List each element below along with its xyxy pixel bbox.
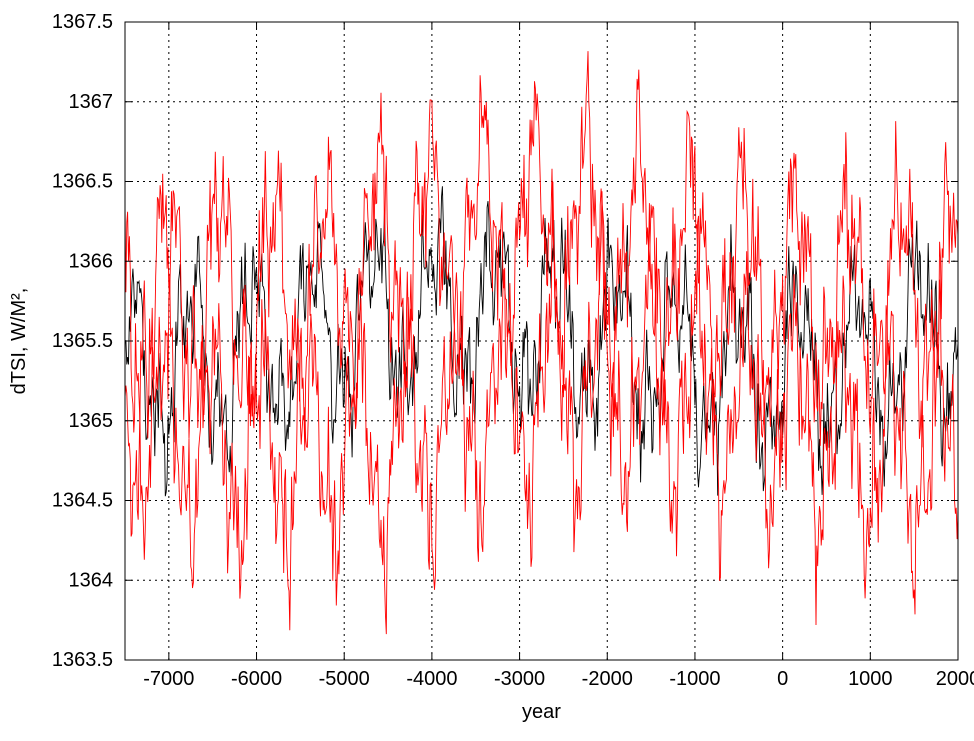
x-tick-label: 2000 bbox=[936, 668, 974, 690]
x-tick-label: -6000 bbox=[231, 668, 282, 690]
y-tick-label: 1366 bbox=[69, 250, 114, 272]
x-tick-label: -7000 bbox=[143, 668, 194, 690]
chart-svg: -7000 -6000 -5000 -4000 -3000 -2000 -1000 0 1000… bbox=[0, 0, 974, 741]
y-tick-label: 1365.5 bbox=[52, 330, 113, 352]
chart-container: -7000 -6000 -5000 -4000 -3000 -2000 -1000 0 1000… bbox=[0, 0, 974, 741]
x-tick-label: 0 bbox=[777, 668, 788, 690]
y-tick-label: 1367.5 bbox=[52, 11, 113, 33]
x-tick-label: -4000 bbox=[406, 668, 457, 690]
y-tick-label: 1367 bbox=[69, 91, 114, 113]
y-tick-label: 1365 bbox=[69, 410, 114, 432]
y-tick-label: 1364 bbox=[69, 569, 114, 591]
y-tick-label: 1363.5 bbox=[52, 649, 113, 671]
x-tick-label: -3000 bbox=[494, 668, 545, 690]
x-tick-label: 1000 bbox=[848, 668, 893, 690]
x-tick-label: -2000 bbox=[582, 668, 633, 690]
x-axis-label: year bbox=[522, 701, 561, 723]
x-tick-label: -5000 bbox=[319, 668, 370, 690]
x-tick-label: -1000 bbox=[669, 668, 720, 690]
y-tick-label: 1366.5 bbox=[52, 171, 113, 193]
y-axis-label: dTSI, W/M², bbox=[8, 288, 30, 395]
y-tick-label: 1364.5 bbox=[52, 490, 113, 512]
